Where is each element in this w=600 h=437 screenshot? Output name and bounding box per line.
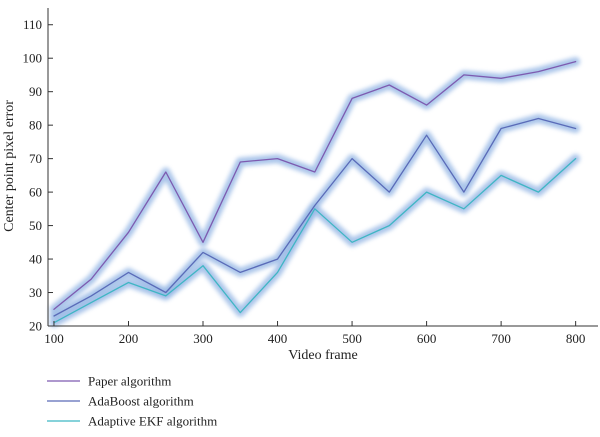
y-tick-label: 80 [29,118,42,133]
axes: 20 30 40 50 60 70 80 90 100 110 100 200 300 400 500 600… [23,8,598,346]
y-tick-label: 110 [23,17,42,32]
y-tick-label: 100 [23,51,43,66]
series-line-layer [53,60,577,324]
series-line-2 [53,117,577,317]
series-line-3 [53,157,577,324]
x-tick-label: 600 [417,331,437,346]
x-tick-label: 800 [566,331,586,346]
legend-label-2: AdaBoost algorithm [88,394,194,409]
x-tick-label: 700 [491,331,511,346]
x-tick-label: 400 [268,331,288,346]
x-axis-title: Video frame [288,348,358,363]
legend: Paper algorithm AdaBoost algorithm Adaptiv… [47,374,217,429]
y-tick-label: 50 [29,218,42,233]
x-tick-label: 100 [44,331,64,346]
series-line-1 [53,60,577,310]
y-tick-label: 40 [29,252,42,267]
y-tick-label: 20 [29,319,42,334]
y-tick-label: 60 [29,185,42,200]
y-tick-label: 70 [29,151,42,166]
legend-label-3: Adaptive EKF algorithm [88,414,217,429]
x-tick-label: 200 [119,331,139,346]
legend-label-1: Paper algorithm [88,374,171,389]
y-tick-label: 90 [29,84,42,99]
x-tick-label: 500 [342,331,362,346]
y-axis-title: Center point pixel error [2,100,17,232]
series-glow-3 [49,154,581,328]
x-tick-label: 300 [193,331,213,346]
y-tick-label: 30 [29,285,42,300]
